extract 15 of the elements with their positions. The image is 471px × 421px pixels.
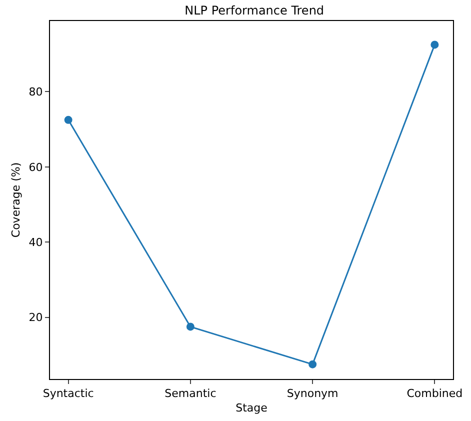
point	[64, 116, 72, 124]
point	[308, 360, 317, 368]
x-tick-label: Syntactic	[42, 387, 94, 400]
point	[186, 322, 194, 331]
y-axis-title: Coverage (%)	[9, 162, 22, 238]
y-tick-label: 20	[28, 311, 43, 324]
y-tick-label: 80	[28, 86, 43, 99]
x-tick-label: Semantic	[164, 387, 216, 400]
x-tick-label: Combined	[406, 387, 463, 400]
point	[430, 40, 439, 49]
y-tick-label: 60	[28, 160, 43, 174]
y-tick-label: 40	[28, 236, 43, 249]
chart-title: NLP Performance Trend	[184, 4, 324, 18]
x-tick-label: Synonym	[286, 387, 338, 400]
x-axis-title: Stage	[236, 401, 268, 414]
